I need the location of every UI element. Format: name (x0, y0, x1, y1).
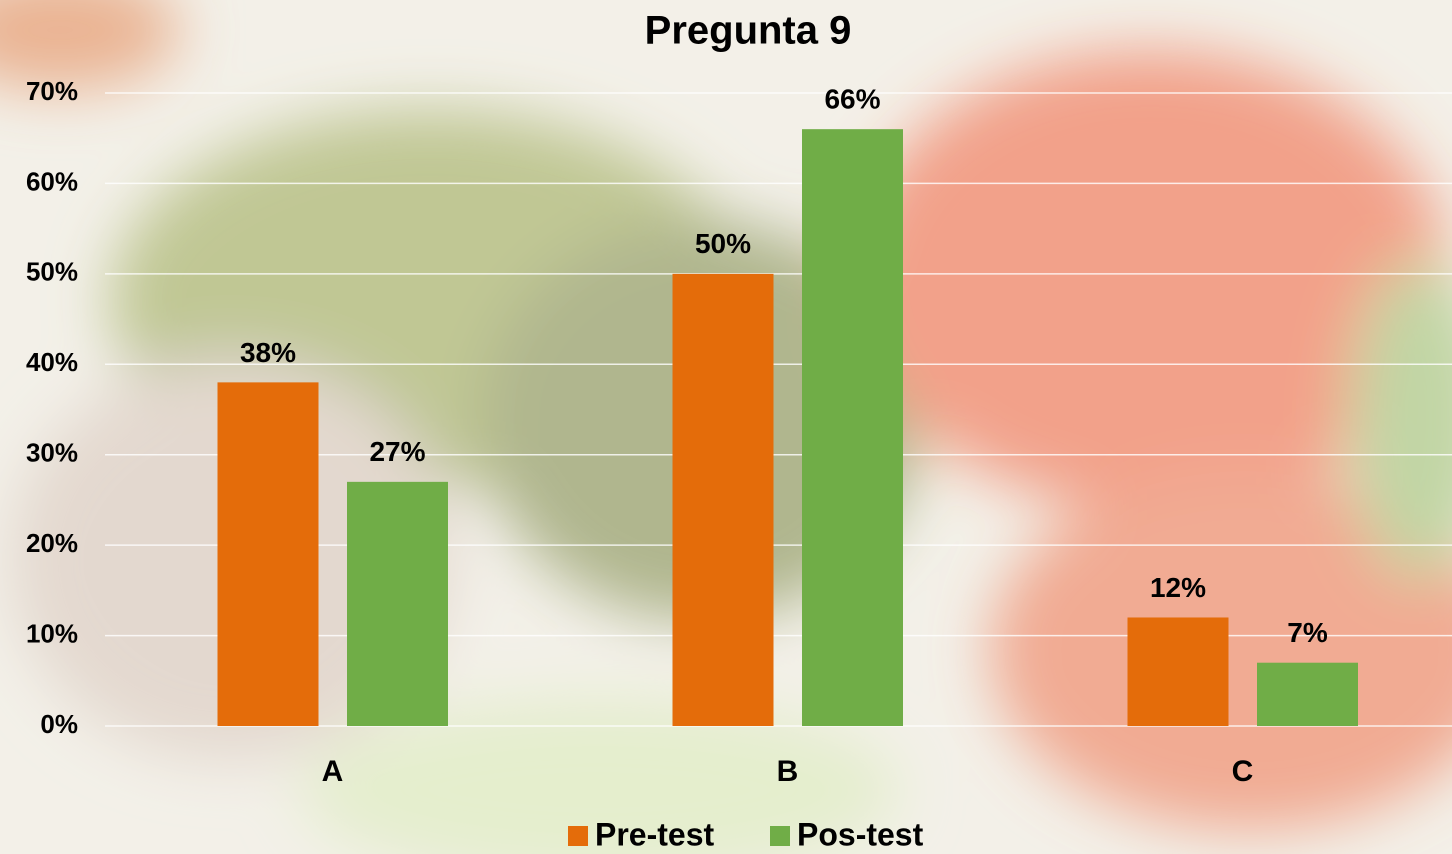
y-tick-label: 70% (26, 76, 78, 106)
y-tick-label: 60% (26, 166, 78, 196)
y-tick-label: 10% (26, 618, 78, 648)
data-label: 7% (1287, 617, 1328, 648)
x-tick-label: C (1232, 755, 1254, 788)
data-label: 66% (824, 84, 880, 115)
data-label: 50% (695, 228, 751, 259)
y-tick-label: 20% (26, 528, 78, 558)
y-tick-label: 50% (26, 257, 78, 287)
data-label: 38% (240, 337, 296, 368)
x-tick-label: A (322, 755, 344, 788)
chart-title: Pregunta 9 (645, 9, 852, 53)
legend-label: Pos-test (797, 816, 924, 852)
data-label: 27% (369, 436, 425, 467)
bar (802, 129, 903, 726)
data-label: 12% (1150, 572, 1206, 603)
legend-swatch (568, 826, 588, 846)
bar (217, 382, 319, 726)
legend-swatch (770, 826, 790, 846)
legend-label: Pre-test (595, 816, 715, 852)
y-tick-label: 30% (26, 438, 78, 468)
bar (672, 273, 774, 726)
bar (1127, 617, 1229, 726)
y-tick-label: 0% (40, 709, 78, 739)
y-tick-label: 40% (26, 347, 78, 377)
bar (1257, 662, 1358, 726)
x-tick-label: B (777, 755, 799, 788)
bar (347, 481, 448, 726)
